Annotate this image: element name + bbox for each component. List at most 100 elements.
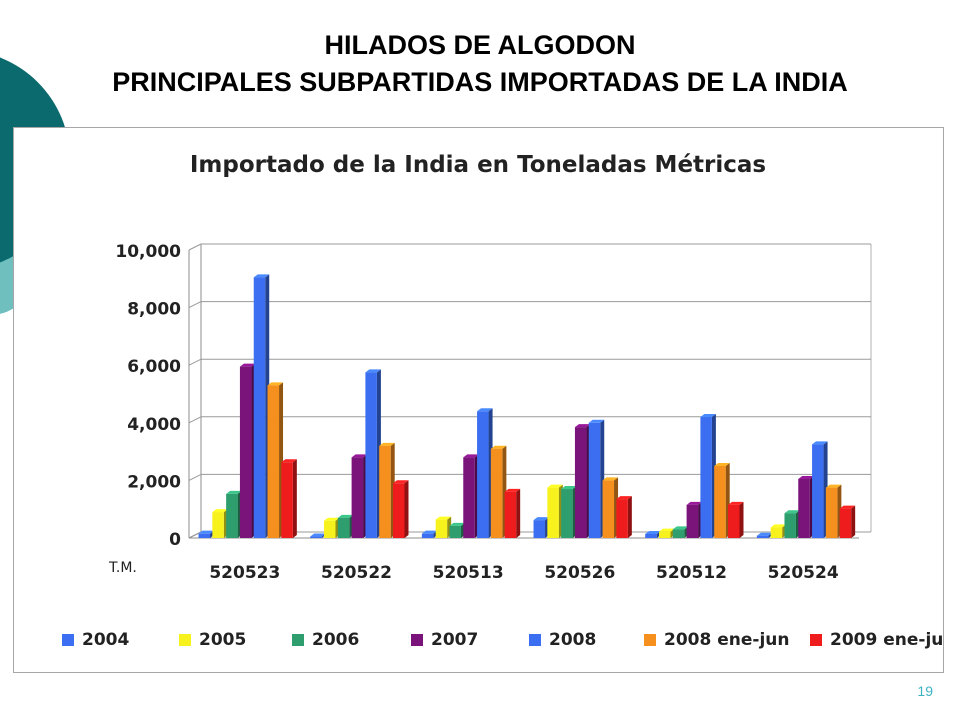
gridline-depth bbox=[188, 473, 202, 481]
y-tick-label: 2,000 bbox=[127, 472, 181, 492]
bar bbox=[310, 536, 322, 538]
bar-top bbox=[463, 454, 479, 458]
bar bbox=[393, 483, 405, 538]
slide-title-line2: PRINCIPALES SUBPARTIDAS IMPORTADAS DE LA… bbox=[112, 67, 848, 97]
bar bbox=[198, 533, 211, 538]
bar-top bbox=[672, 526, 689, 530]
bar-top bbox=[784, 510, 800, 514]
bar bbox=[798, 478, 810, 538]
y-tick-label: 8,000 bbox=[127, 300, 181, 320]
y-tick-label: 6,000 bbox=[127, 357, 181, 377]
bar bbox=[239, 366, 252, 538]
legend-label: 2007 bbox=[431, 630, 478, 650]
bar-top bbox=[561, 486, 577, 490]
bar bbox=[645, 533, 657, 538]
bar bbox=[714, 466, 726, 538]
bar-top bbox=[588, 419, 605, 423]
bar bbox=[212, 512, 224, 538]
legend-swatch bbox=[810, 634, 822, 646]
legend-label: 2005 bbox=[199, 630, 246, 650]
bar bbox=[226, 493, 238, 538]
gridline-depth bbox=[188, 301, 202, 309]
chart-frame: Importado de la India en Toneladas Métri… bbox=[13, 127, 944, 673]
bar-top bbox=[435, 516, 452, 520]
bar bbox=[700, 417, 712, 538]
legend-label: 2009 ene-jun bbox=[830, 630, 943, 650]
bar bbox=[365, 372, 377, 538]
y-tick-label: 10,000 bbox=[115, 242, 181, 262]
page-number: 19 bbox=[917, 683, 933, 699]
bar-top bbox=[616, 496, 632, 500]
legend-label: 2008 ene-jun bbox=[664, 630, 789, 650]
bar bbox=[337, 517, 350, 538]
bar bbox=[379, 445, 391, 538]
bar-top bbox=[239, 363, 256, 367]
bar-side bbox=[851, 505, 856, 538]
bar bbox=[435, 519, 448, 538]
bar bbox=[686, 504, 699, 538]
bar-top bbox=[645, 530, 661, 534]
bar-top bbox=[812, 441, 828, 445]
bar-top bbox=[533, 517, 550, 521]
legend-label: 2004 bbox=[82, 630, 129, 650]
x-tick-label: 520526 bbox=[544, 563, 615, 583]
bar-top bbox=[337, 514, 354, 518]
bar bbox=[504, 491, 517, 538]
bar bbox=[784, 513, 796, 538]
x-tick-label: 520522 bbox=[321, 563, 392, 583]
bar-top bbox=[477, 408, 493, 412]
legend-label: 2008 bbox=[549, 630, 596, 650]
bar-side bbox=[292, 459, 297, 538]
bar bbox=[351, 457, 364, 538]
y-tick-label: 4,000 bbox=[127, 415, 181, 435]
x-tick-label: 520512 bbox=[656, 563, 727, 583]
x-tick-label: 520523 bbox=[209, 563, 280, 583]
bar-top bbox=[756, 532, 773, 536]
gridline-depth bbox=[188, 416, 202, 424]
bar bbox=[490, 448, 503, 538]
bar-top bbox=[700, 414, 716, 418]
bar bbox=[561, 489, 573, 538]
bar bbox=[324, 520, 336, 538]
bar-top bbox=[379, 442, 395, 446]
legend-swatch bbox=[529, 634, 541, 646]
bar-top bbox=[714, 463, 730, 466]
gridline-depth bbox=[188, 243, 202, 251]
bar bbox=[253, 277, 266, 538]
bar-top bbox=[547, 484, 563, 488]
bar-top bbox=[825, 484, 842, 488]
bar bbox=[533, 520, 546, 538]
legend-swatch bbox=[644, 634, 656, 646]
bar-top bbox=[421, 530, 438, 534]
legend-swatch bbox=[292, 634, 304, 646]
y-tick-label: 0 bbox=[169, 530, 181, 550]
bar bbox=[616, 499, 628, 538]
legend-swatch bbox=[62, 634, 74, 646]
bar-top bbox=[212, 509, 228, 513]
bar bbox=[770, 527, 783, 538]
bar bbox=[463, 457, 475, 538]
bar-top bbox=[728, 501, 744, 505]
bar-side bbox=[627, 496, 632, 538]
bar bbox=[672, 529, 685, 538]
unit-label: T.M. bbox=[108, 560, 137, 576]
bar bbox=[449, 525, 461, 538]
bar-top bbox=[351, 454, 368, 458]
bar-top bbox=[310, 533, 326, 537]
bar bbox=[659, 531, 671, 538]
bar-top bbox=[267, 382, 284, 386]
bar bbox=[281, 462, 293, 538]
bar-top bbox=[324, 517, 340, 521]
bar bbox=[825, 487, 838, 538]
bar bbox=[574, 427, 587, 538]
bar bbox=[477, 411, 489, 538]
bar-chart: Importado de la India en Toneladas Métri… bbox=[62, 152, 943, 650]
gridline-depth bbox=[188, 358, 202, 366]
bar bbox=[728, 504, 740, 538]
bar-top bbox=[281, 459, 297, 463]
bar bbox=[756, 535, 769, 538]
bar-top bbox=[365, 369, 381, 373]
legend-swatch bbox=[179, 634, 191, 646]
bar-top bbox=[504, 488, 521, 492]
bar-side bbox=[739, 501, 744, 538]
